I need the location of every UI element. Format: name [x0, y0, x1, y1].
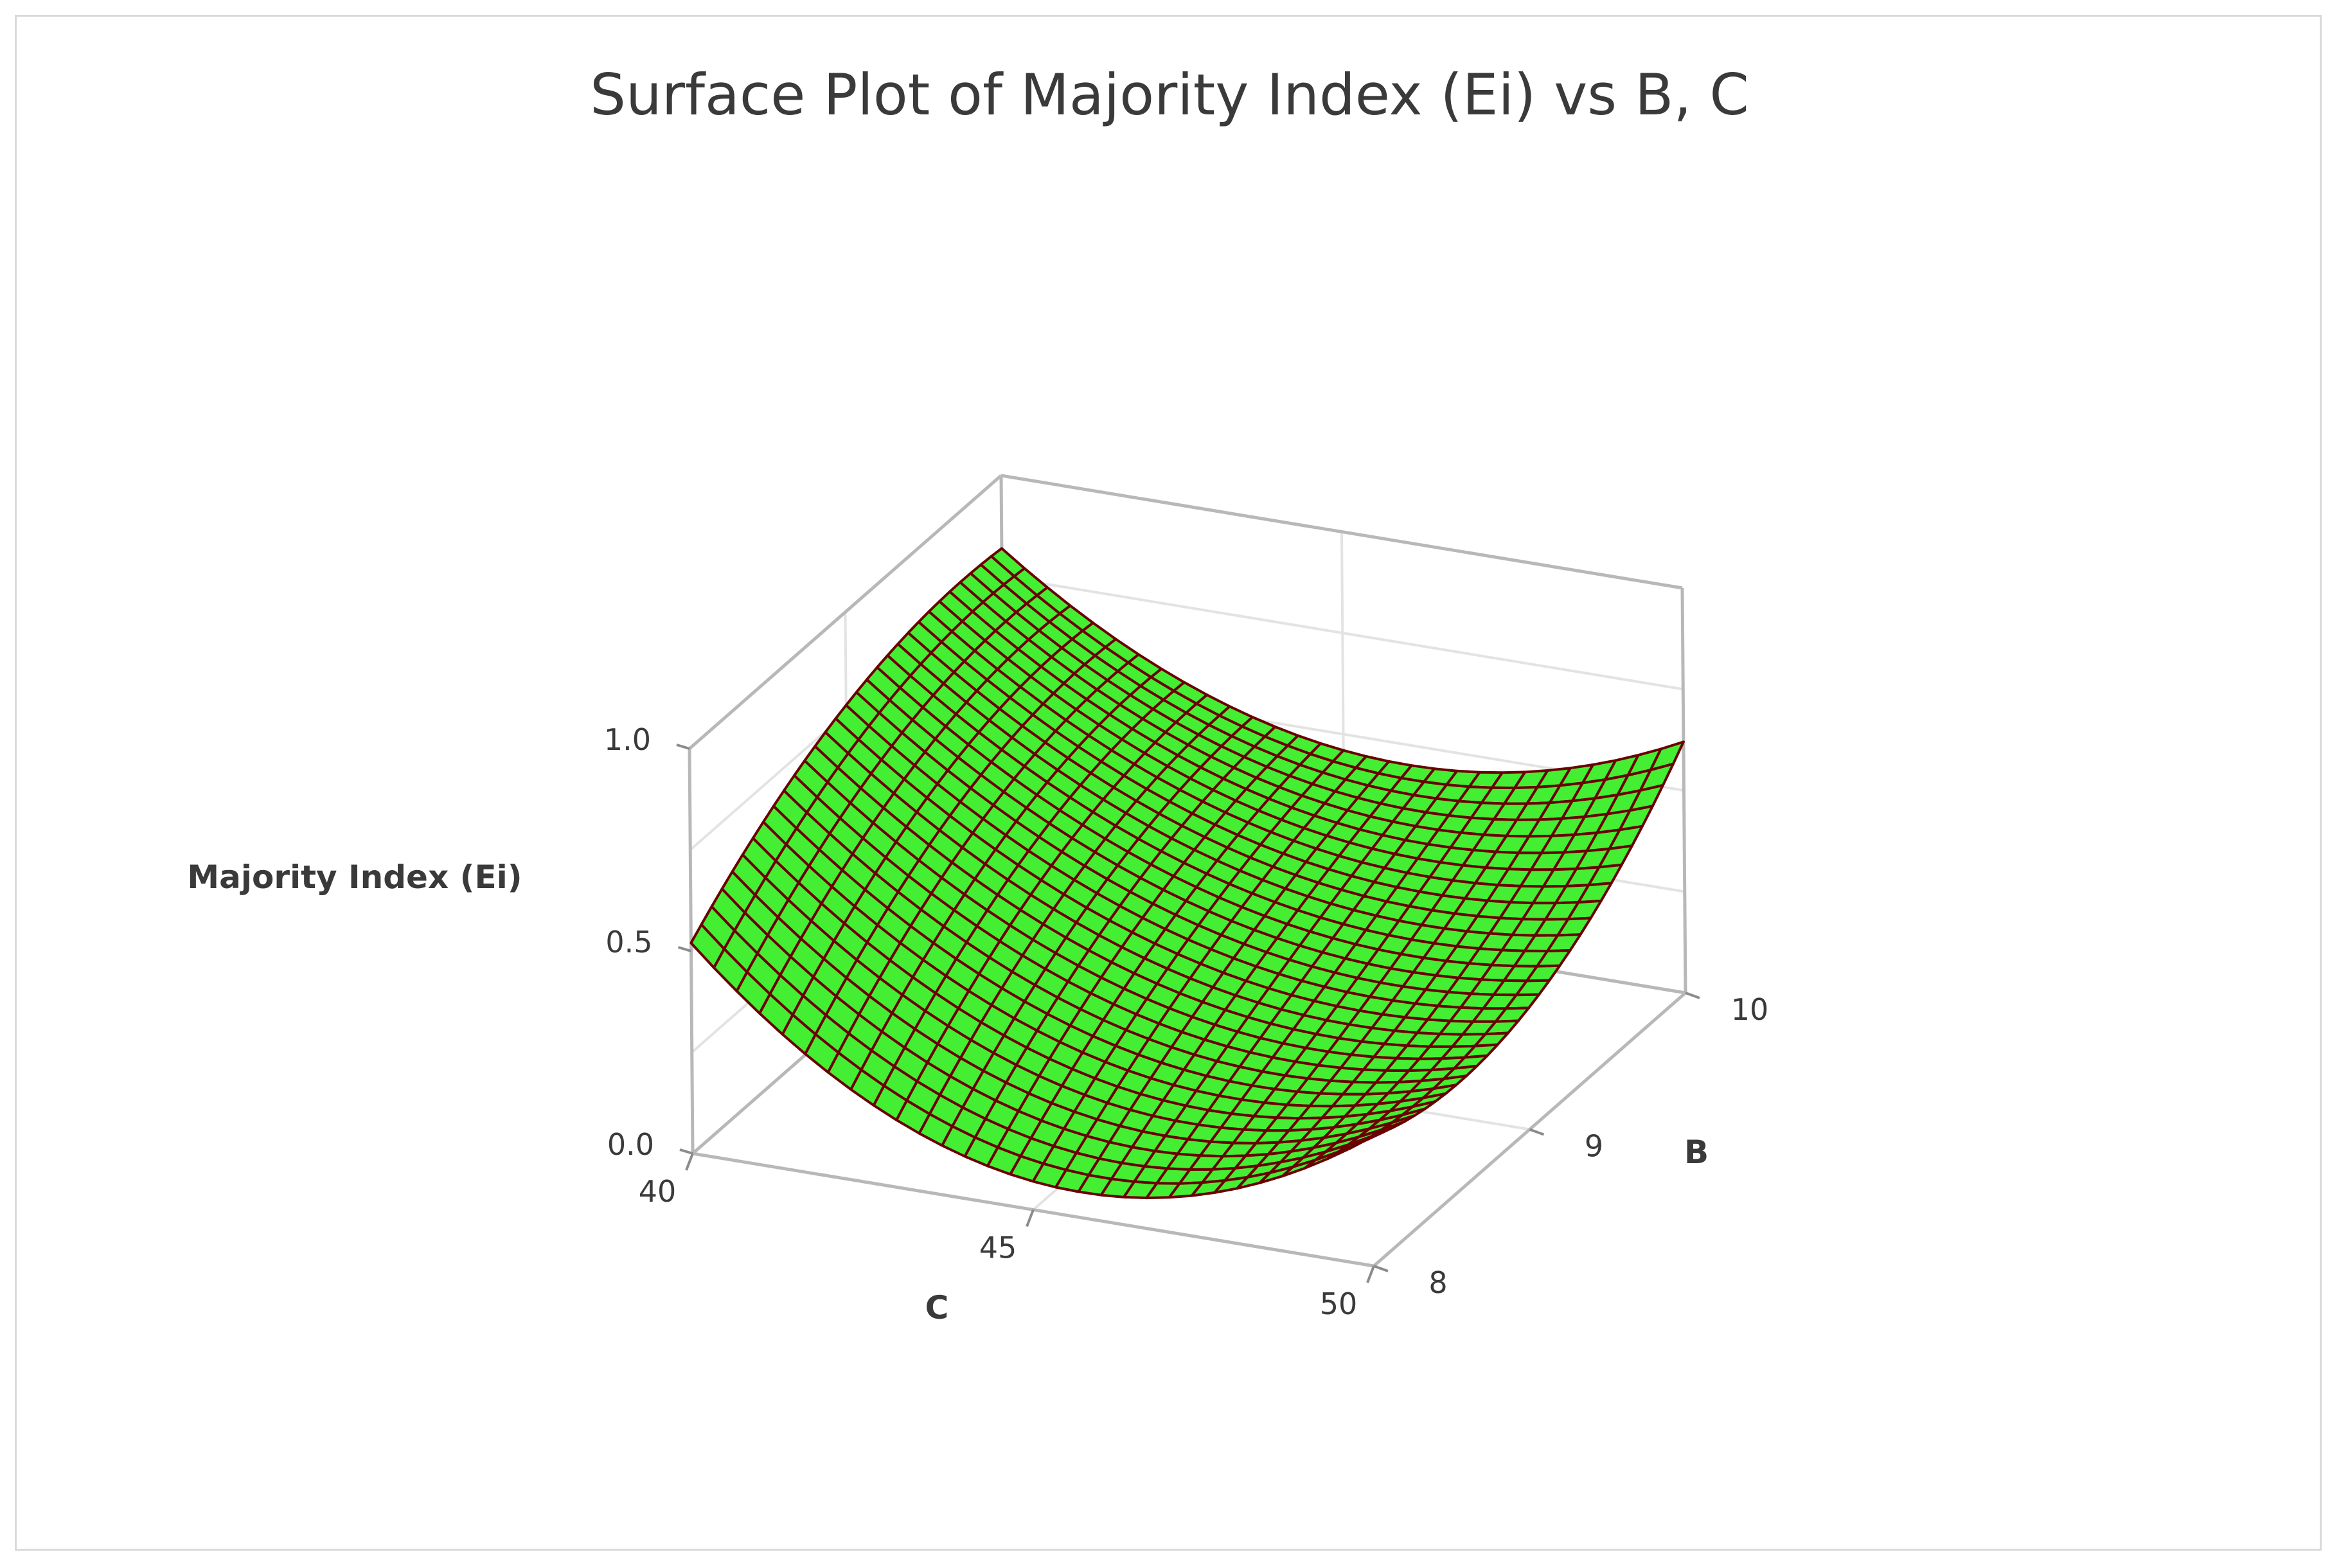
z-tick-label: 0.5	[605, 925, 652, 959]
x-axis-label: C	[925, 1289, 949, 1326]
x-tick-label: 40	[639, 1174, 677, 1209]
y-tick-mark	[1373, 1265, 1389, 1272]
x-tick-mark	[1366, 1265, 1375, 1283]
chart-title: Surface Plot of Majority Index (Ei) vs B…	[590, 62, 1749, 128]
axis-frame-edge	[1680, 587, 1687, 993]
z-tick-mark	[677, 946, 692, 952]
y-axis-label: B	[1684, 1134, 1709, 1171]
y-tick-label: 9	[1585, 1129, 1603, 1164]
x-tick-label: 45	[979, 1231, 1017, 1265]
z-tick-label: 0.0	[607, 1127, 654, 1162]
surface-cell	[1349, 1130, 1385, 1150]
y-tick-mark	[1685, 992, 1700, 999]
y-tick-label: 8	[1428, 1265, 1447, 1300]
axis-frame-edge	[1001, 474, 1683, 590]
x-tick-mark	[1026, 1209, 1035, 1227]
z-tick-mark	[679, 1148, 693, 1155]
x-tick-mark	[685, 1153, 694, 1171]
y-tick-label: 10	[1731, 992, 1769, 1027]
z-tick-mark	[676, 744, 690, 750]
x-tick-label: 50	[1320, 1287, 1358, 1321]
z-axis-label: Majority Index (Ei)	[187, 859, 522, 896]
z-tick-label: 1.0	[604, 722, 651, 757]
surface-mesh	[689, 547, 1685, 1200]
axes-front: 40 45 50 8 9 10 0.0 0.5 1.0	[604, 722, 1768, 1321]
y-tick-mark	[1529, 1128, 1545, 1136]
axis-frame-edge	[688, 474, 1002, 750]
